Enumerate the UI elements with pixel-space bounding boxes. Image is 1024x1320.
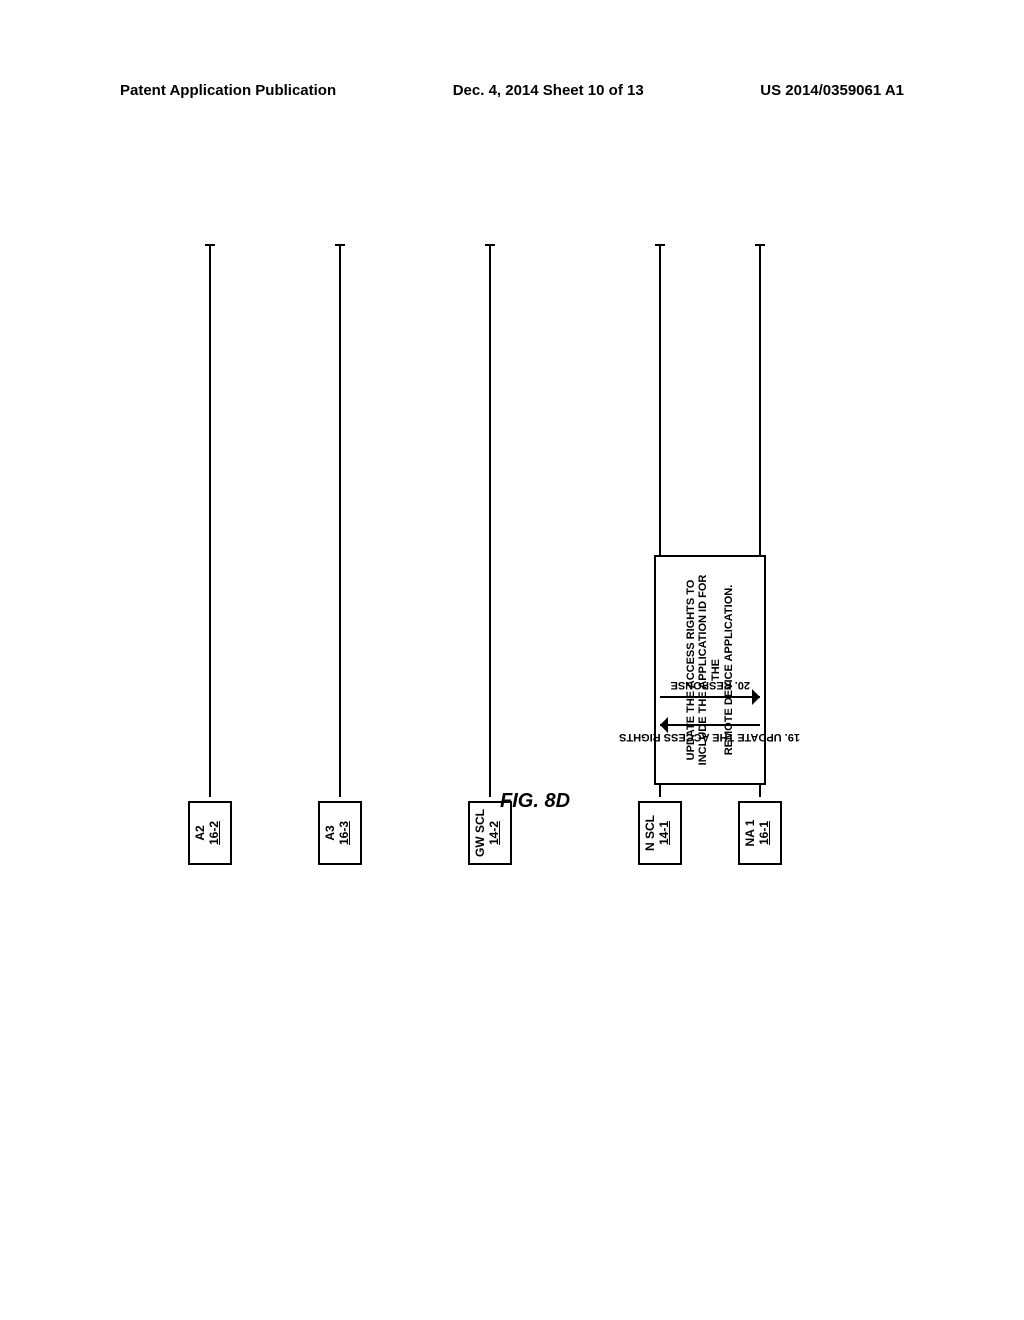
- lane-box-a2: A216-2: [188, 801, 232, 865]
- lane-box-na-1: NA 116-1: [738, 801, 782, 865]
- lane-box-a3: A316-3: [318, 801, 362, 865]
- lifeline-a3: [339, 245, 341, 797]
- message-line: [660, 724, 760, 726]
- header-center: Dec. 4, 2014 Sheet 10 of 13: [453, 82, 644, 99]
- lifeline-end-tick: [205, 244, 215, 246]
- header-right: US 2014/0359061 A1: [760, 82, 904, 99]
- arrowhead-icon: [752, 689, 760, 705]
- lifeline-end-tick: [485, 244, 495, 246]
- lifeline-a2: [209, 245, 211, 797]
- lifeline-end-tick: [755, 244, 765, 246]
- message-label: 20. RESPONSE: [662, 679, 758, 691]
- figure-label: FIG. 8D: [500, 790, 570, 813]
- message-label: 19. UPDATE THE ACCESS RIGHTS: [662, 731, 758, 743]
- note-access-rights: UPDATE THE ACCESS RIGHTS TOINCLUDE THE A…: [654, 555, 766, 785]
- lifeline-gw-scl: [489, 245, 491, 797]
- lifeline-end-tick: [655, 244, 665, 246]
- lifeline-end-tick: [335, 244, 345, 246]
- page-header: Patent Application Publication Dec. 4, 2…: [0, 82, 1024, 99]
- message-line: [660, 696, 760, 698]
- header-left: Patent Application Publication: [120, 82, 336, 99]
- sequence-diagram: A216-2A316-3GW SCL14-2N SCL14-1NA 116-1U…: [180, 105, 820, 865]
- lane-box-n-scl: N SCL14-1: [638, 801, 682, 865]
